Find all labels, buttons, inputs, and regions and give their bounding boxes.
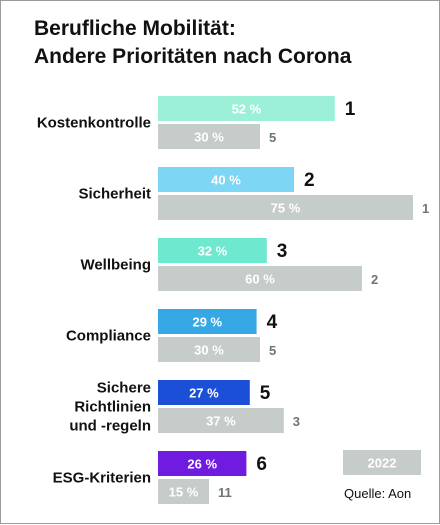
rank-2022-2: 2 xyxy=(371,272,378,287)
bar-current-label-2: 32 % xyxy=(198,244,228,259)
category-label-2-0: Wellbeing xyxy=(80,257,151,274)
bar-2022-label-5: 15 % xyxy=(169,485,199,500)
rank-2022-1: 1 xyxy=(422,201,429,216)
bar-2022-3 xyxy=(158,337,260,362)
rank-current-4: 5 xyxy=(260,383,271,404)
category-label-4-0: Sichere xyxy=(97,380,151,397)
chart-title-line-1: Berufliche Mobilität: xyxy=(34,17,236,40)
legend-swatch-2022 xyxy=(343,450,421,475)
bar-2022-5 xyxy=(158,479,209,504)
bar-current-2 xyxy=(158,238,267,263)
rank-2022-4: 3 xyxy=(293,414,300,429)
bar-2022-1 xyxy=(158,195,413,220)
category-label-1-0: Sicherheit xyxy=(78,186,151,203)
bar-current-5 xyxy=(158,451,247,476)
bar-current-4 xyxy=(158,380,250,405)
bar-current-label-5: 26 % xyxy=(187,457,217,472)
bar-2022-label-2: 60 % xyxy=(245,272,275,287)
bar-current-label-0: 52 % xyxy=(232,102,262,117)
rank-2022-0: 5 xyxy=(269,130,276,145)
bar-current-label-4: 27 % xyxy=(189,386,219,401)
bar-2022-0 xyxy=(158,124,260,149)
bar-2022-label-1: 75 % xyxy=(271,201,301,216)
bar-2022-label-4: 37 % xyxy=(206,414,236,429)
rank-2022-5: 11 xyxy=(218,485,232,500)
category-label-3-0: Compliance xyxy=(66,328,151,345)
source-note: Quelle: Aon xyxy=(344,486,412,501)
bar-current-label-1: 40 % xyxy=(211,173,241,188)
category-label-4-1: Richtlinien xyxy=(74,399,151,416)
bar-current-1 xyxy=(158,167,294,192)
bar-current-label-3: 29 % xyxy=(192,315,222,330)
rank-2022-3: 5 xyxy=(269,343,276,358)
bar-current-0 xyxy=(158,96,335,121)
rank-current-0: 1 xyxy=(345,99,356,120)
rank-current-2: 3 xyxy=(277,241,288,262)
bar-current-3 xyxy=(158,309,257,334)
legend-label-2022: 2022 xyxy=(368,456,397,471)
bar-2022-label-3: 30 % xyxy=(194,343,224,358)
bar-2022-4 xyxy=(158,408,284,433)
rank-current-1: 2 xyxy=(304,170,315,191)
rank-current-5: 6 xyxy=(256,454,267,475)
bar-2022-2 xyxy=(158,266,362,291)
category-label-0-0: Kostenkontrolle xyxy=(37,115,151,132)
rank-current-3: 4 xyxy=(267,312,278,333)
bar-2022-label-0: 30 % xyxy=(194,130,224,145)
category-label-5-0: ESG-Kriterien xyxy=(53,470,151,487)
chart-title-line-2: Andere Prioritäten nach Corona xyxy=(34,45,352,68)
category-label-4-2: und -regeln xyxy=(69,418,151,435)
